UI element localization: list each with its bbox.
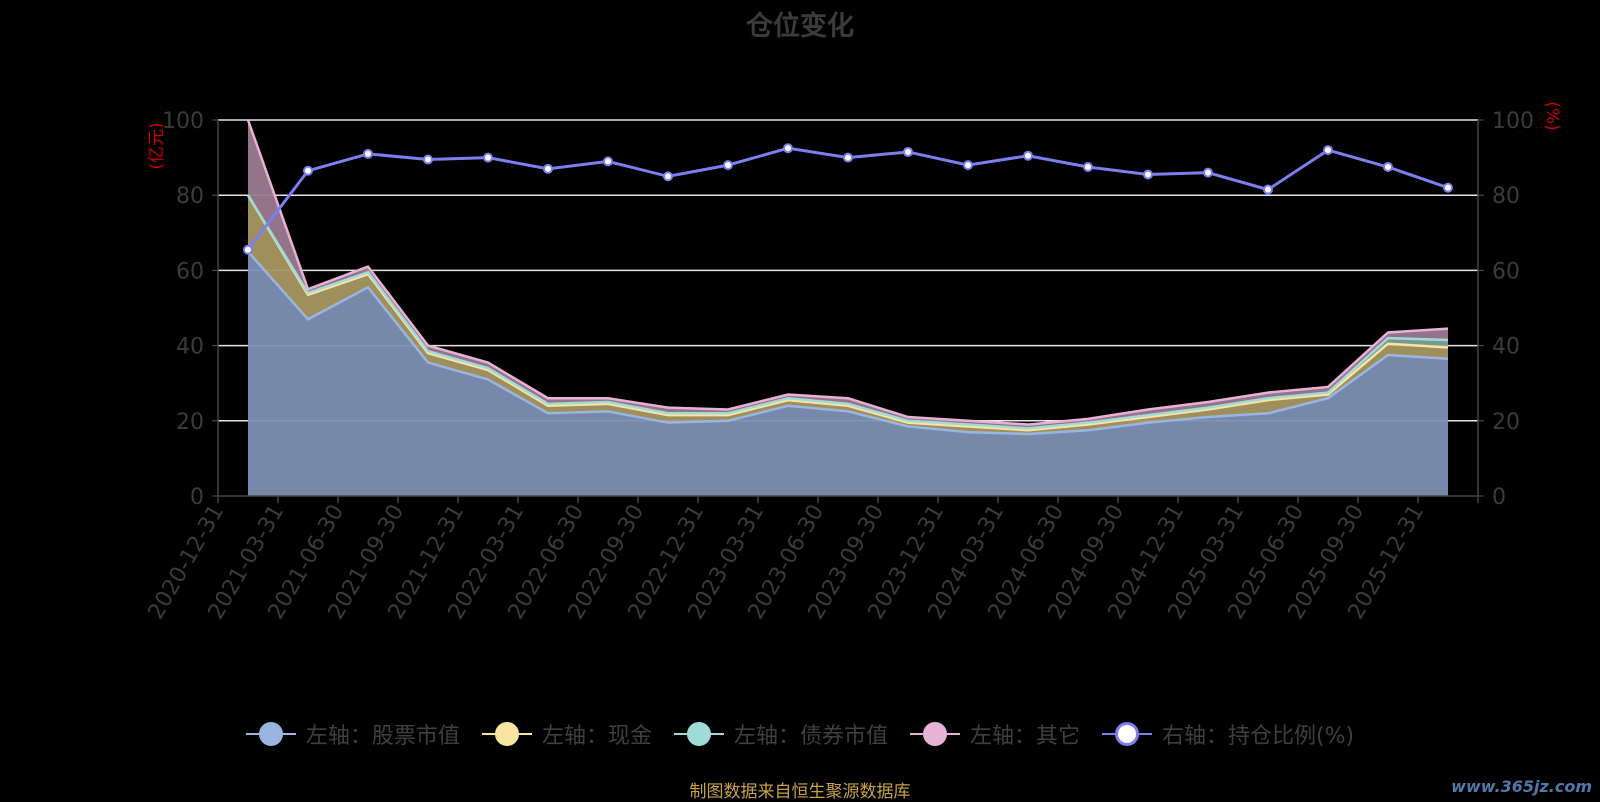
left-axis-title: (亿元) <box>147 122 167 169</box>
ratio-point <box>1263 184 1273 195</box>
ratio-point <box>303 165 313 176</box>
ratio-point <box>783 143 793 154</box>
watermark: www.365jz.com <box>1451 777 1592 796</box>
legend-item-other[interactable]: 左轴：其它 <box>909 718 1080 750</box>
area-edge-1 <box>246 194 1449 432</box>
legend-swatch-bond <box>673 722 724 746</box>
stacked-areas <box>246 119 1449 496</box>
ratio-point <box>963 160 973 171</box>
ratio-point <box>1083 162 1093 172</box>
left-tick-label: 20 <box>176 410 204 435</box>
legend-item-bond[interactable]: 左轴：债券市值 <box>673 718 888 750</box>
left-tick-label: 0 <box>190 485 204 510</box>
right-tick-label: 60 <box>1492 259 1520 284</box>
ratio-point <box>1023 150 1033 161</box>
ratio-point <box>243 244 253 255</box>
legend-swatch-ratio <box>1101 722 1152 746</box>
ratio-point <box>603 156 613 167</box>
data-source-note: 制图数据来自恒生聚源数据库 <box>689 782 911 802</box>
legend-label-bond: 左轴：债券市值 <box>733 724 888 749</box>
ratio-point <box>843 152 853 163</box>
ratio-point <box>663 171 673 182</box>
position-change-chart: 020406080100020406080100(亿元)(%)2020-12-3… <box>144 101 1562 623</box>
ratio-point <box>1323 145 1333 156</box>
chart-title: 仓位变化 <box>746 11 854 42</box>
right-tick-label: 0 <box>1492 485 1506 510</box>
right-axis-title: (%) <box>1542 101 1562 130</box>
ratio-point <box>363 148 373 159</box>
legend: 左轴：股票市值 左轴：现金 左轴：债券市值 左轴：其它 右轴：持仓比例(%) <box>0 718 1600 750</box>
axes <box>212 119 1484 503</box>
ratio-line <box>243 143 1453 255</box>
right-tick-label: 80 <box>1492 184 1520 209</box>
left-tick-label: 60 <box>176 259 204 284</box>
legend-item-cash[interactable]: 左轴：现金 <box>481 718 652 750</box>
legend-item-ratio[interactable]: 右轴：持仓比例(%) <box>1101 718 1355 750</box>
ratio-point <box>423 154 433 165</box>
area-0 <box>248 251 1448 496</box>
legend-item-stock[interactable]: 左轴：股票市值 <box>245 718 460 750</box>
ratio-point <box>1203 167 1213 178</box>
legend-swatch-other <box>909 722 960 746</box>
ratio-point <box>1443 182 1453 193</box>
ratio-point <box>543 163 553 174</box>
legend-label-other: 左轴：其它 <box>969 724 1080 749</box>
ratio-point <box>1383 162 1393 172</box>
right-tick-label: 20 <box>1492 410 1520 435</box>
legend-swatch-cash <box>481 722 532 746</box>
left-tick-label: 40 <box>176 335 204 360</box>
legend-label-cash: 左轴：现金 <box>541 724 652 749</box>
area-edge-2 <box>246 194 1449 430</box>
right-tick-label: 40 <box>1492 335 1520 360</box>
legend-swatch-stock <box>245 722 296 746</box>
area-edge-3 <box>246 119 1449 426</box>
left-tick-label: 80 <box>176 184 204 209</box>
ratio-point <box>723 160 733 171</box>
area-edge-0 <box>247 250 1449 436</box>
right-tick-label: 100 <box>1492 109 1534 134</box>
left-tick-label: 100 <box>162 109 204 134</box>
legend-label-ratio: 右轴：持仓比例(%) <box>1161 724 1355 749</box>
ratio-point <box>483 152 493 163</box>
ratio-point <box>903 146 913 157</box>
ratio-point <box>1143 169 1153 180</box>
legend-label-stock: 左轴：股票市值 <box>305 724 460 749</box>
